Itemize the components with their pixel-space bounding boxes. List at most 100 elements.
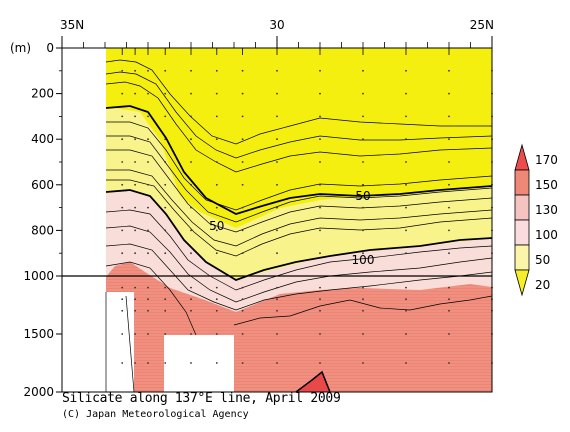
station-dot bbox=[134, 69, 137, 72]
station-dot bbox=[241, 183, 244, 186]
station-dot bbox=[215, 115, 218, 118]
station-dot bbox=[319, 92, 321, 95]
station-dot bbox=[121, 298, 124, 301]
contour-label: 50 bbox=[209, 219, 224, 233]
station-dot bbox=[448, 69, 450, 72]
station-dot bbox=[362, 252, 364, 255]
station-dot bbox=[448, 138, 450, 141]
station-dot bbox=[164, 92, 167, 95]
station-dot bbox=[190, 69, 192, 72]
colorbar-segment bbox=[514, 269, 530, 297]
station-dot bbox=[190, 115, 192, 118]
station-dot bbox=[319, 298, 321, 301]
station-dot bbox=[319, 138, 321, 141]
x-tick-label: 35N bbox=[60, 18, 84, 32]
station-dot bbox=[134, 252, 137, 255]
y-tick-label: 800 bbox=[31, 223, 54, 237]
station-dot bbox=[164, 298, 167, 301]
station-dot bbox=[241, 229, 244, 232]
station-dot bbox=[147, 115, 149, 118]
station-dot bbox=[241, 69, 244, 72]
station-dot bbox=[164, 229, 167, 232]
station-dot bbox=[405, 362, 407, 364]
station-dot bbox=[215, 298, 218, 301]
station-dot bbox=[134, 92, 137, 95]
no-data-gap bbox=[106, 292, 134, 392]
station-dot bbox=[405, 333, 407, 335]
station-dot bbox=[190, 183, 192, 186]
station-dot bbox=[215, 229, 218, 232]
station-dot bbox=[405, 229, 407, 232]
station-dot bbox=[448, 161, 450, 163]
station-dot bbox=[134, 229, 137, 232]
station-dot bbox=[164, 362, 167, 364]
y-unit-label: (m) bbox=[10, 41, 31, 55]
station-dot bbox=[319, 333, 321, 335]
station-dot bbox=[319, 229, 321, 232]
station-dot bbox=[164, 69, 167, 72]
station-dot bbox=[147, 333, 149, 335]
station-dot bbox=[405, 92, 407, 95]
station-dot bbox=[276, 333, 278, 335]
station-dot bbox=[276, 362, 278, 364]
station-dot bbox=[134, 115, 137, 118]
colorbar-label: 170 bbox=[535, 153, 558, 167]
colorbar-label: 150 bbox=[535, 178, 558, 192]
station-dot bbox=[190, 252, 192, 255]
station-dot bbox=[190, 333, 192, 335]
y-axis: 0 200 400 600 800 1000 1500 2000 bbox=[23, 41, 62, 399]
y-tick-label: 0 bbox=[46, 41, 54, 55]
colorbar-label: 50 bbox=[535, 253, 550, 267]
station-dot bbox=[319, 183, 321, 186]
station-dot bbox=[362, 138, 364, 141]
station-dot bbox=[121, 229, 124, 232]
station-dot bbox=[276, 92, 278, 95]
station-dot bbox=[147, 229, 149, 232]
station-dot bbox=[134, 161, 137, 163]
station-dot bbox=[147, 206, 149, 209]
station-dot bbox=[147, 286, 149, 289]
plot-area bbox=[62, 48, 492, 392]
station-dot bbox=[319, 252, 321, 255]
station-dot bbox=[215, 183, 218, 186]
station-dot bbox=[121, 252, 124, 255]
station-dot bbox=[164, 206, 167, 209]
colorbar-segment bbox=[514, 143, 530, 171]
station-dot bbox=[405, 309, 407, 312]
contour-label: 50 bbox=[355, 189, 370, 203]
station-dot bbox=[241, 309, 244, 312]
station-dot bbox=[241, 298, 244, 301]
station-dot bbox=[215, 161, 218, 163]
station-dot bbox=[362, 309, 364, 312]
station-dot bbox=[241, 138, 244, 141]
station-dot bbox=[190, 298, 192, 301]
station-dot bbox=[448, 362, 450, 364]
x-tick-label: 30 bbox=[269, 18, 284, 32]
station-dot bbox=[121, 333, 124, 335]
station-dot bbox=[241, 252, 244, 255]
station-dot bbox=[164, 138, 167, 141]
station-dot bbox=[276, 161, 278, 163]
station-dot bbox=[241, 92, 244, 95]
station-dot bbox=[319, 206, 321, 209]
station-dot bbox=[215, 333, 218, 335]
station-dot bbox=[164, 333, 167, 335]
station-dot bbox=[448, 183, 450, 186]
colorbar-label: 130 bbox=[535, 203, 558, 217]
station-dot bbox=[147, 252, 149, 255]
station-dot bbox=[276, 298, 278, 301]
station-dot bbox=[190, 362, 192, 364]
station-dot bbox=[121, 362, 124, 364]
station-dot bbox=[405, 298, 407, 301]
station-dot bbox=[164, 252, 167, 255]
station-dot bbox=[121, 183, 124, 186]
station-dot bbox=[164, 309, 167, 312]
station-dot bbox=[134, 183, 137, 186]
station-dot bbox=[319, 161, 321, 163]
station-dot bbox=[134, 138, 137, 141]
station-dot bbox=[448, 252, 450, 255]
station-dot bbox=[319, 309, 321, 312]
station-dot bbox=[164, 183, 167, 186]
station-dot bbox=[134, 298, 137, 301]
station-dot bbox=[147, 183, 149, 186]
